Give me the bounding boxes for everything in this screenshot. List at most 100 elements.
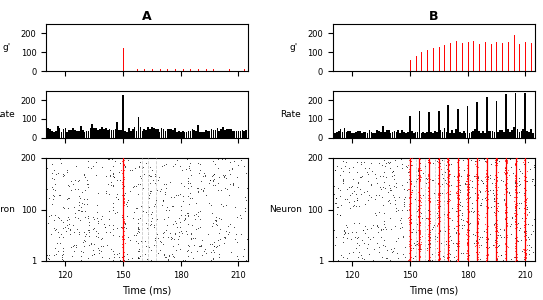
Point xyxy=(434,200,443,205)
Point xyxy=(453,176,462,181)
Point xyxy=(119,196,128,201)
Point xyxy=(520,198,529,203)
Point xyxy=(407,230,416,235)
Point xyxy=(362,226,371,231)
Point xyxy=(341,230,350,235)
Point xyxy=(520,255,529,260)
Point xyxy=(471,159,479,164)
Point xyxy=(405,169,413,173)
Bar xyxy=(401,130,403,138)
Point xyxy=(109,183,118,188)
Point xyxy=(462,181,471,186)
Bar xyxy=(151,127,153,138)
Point xyxy=(212,215,220,220)
Bar xyxy=(172,130,174,138)
Point xyxy=(405,186,414,191)
Point xyxy=(472,182,481,187)
Point xyxy=(424,196,433,200)
Point xyxy=(168,203,176,208)
Point xyxy=(502,198,510,203)
Point xyxy=(482,235,491,239)
Point xyxy=(482,243,491,248)
Point xyxy=(456,208,464,212)
Point xyxy=(119,232,128,237)
Point xyxy=(97,236,105,241)
Point xyxy=(520,217,529,221)
Point xyxy=(414,242,422,247)
Point xyxy=(453,226,462,231)
Point xyxy=(444,183,452,188)
Point xyxy=(349,177,357,182)
Point xyxy=(176,203,185,208)
Point xyxy=(453,162,462,167)
Point xyxy=(514,167,523,171)
Point xyxy=(419,193,428,198)
Point xyxy=(375,161,383,166)
Point xyxy=(462,197,471,202)
Point xyxy=(424,258,432,263)
Point xyxy=(149,225,158,230)
Point xyxy=(500,192,509,197)
Point xyxy=(492,193,501,197)
Point xyxy=(433,246,441,250)
Point xyxy=(483,189,492,194)
Point xyxy=(94,220,103,225)
Point xyxy=(71,178,79,183)
Point xyxy=(190,243,199,248)
Point xyxy=(453,259,462,263)
Point xyxy=(443,215,452,220)
Point xyxy=(529,182,538,187)
Point xyxy=(74,200,83,205)
Point xyxy=(511,178,520,183)
Point xyxy=(57,254,66,259)
Point xyxy=(229,158,238,163)
Bar xyxy=(146,130,147,138)
Point xyxy=(512,256,520,260)
Point xyxy=(132,231,141,236)
Point xyxy=(402,188,411,193)
Point xyxy=(482,176,491,181)
Point xyxy=(405,201,414,206)
Point xyxy=(435,158,444,163)
Point xyxy=(501,210,510,214)
Point xyxy=(49,168,58,172)
Point xyxy=(521,231,530,236)
Point xyxy=(241,208,250,213)
Point xyxy=(443,156,451,161)
Point xyxy=(528,177,536,182)
Point xyxy=(164,258,173,262)
Point xyxy=(453,193,462,197)
Point xyxy=(219,173,228,178)
Point xyxy=(412,239,421,244)
Point xyxy=(331,201,340,206)
Point xyxy=(405,177,413,182)
Point xyxy=(502,162,510,167)
Point xyxy=(482,173,491,178)
Point xyxy=(426,208,434,213)
Point xyxy=(425,227,434,232)
Point xyxy=(392,206,401,211)
Point xyxy=(483,237,492,242)
Point xyxy=(137,176,146,181)
Bar xyxy=(478,131,480,138)
Point xyxy=(463,161,472,166)
Point xyxy=(435,166,444,170)
Point xyxy=(472,164,481,168)
Point xyxy=(477,202,485,207)
Point xyxy=(432,210,441,215)
Bar xyxy=(497,132,499,138)
Point xyxy=(425,214,433,219)
Point xyxy=(67,244,75,249)
Point xyxy=(118,255,127,260)
Point xyxy=(473,215,482,220)
Point xyxy=(178,199,187,204)
Point xyxy=(157,164,166,168)
Point xyxy=(386,188,395,192)
Point xyxy=(473,212,482,217)
Point xyxy=(352,192,361,197)
Point xyxy=(521,252,529,256)
Point xyxy=(483,180,491,185)
Point xyxy=(457,174,465,179)
Point xyxy=(146,181,154,185)
Point xyxy=(47,232,55,236)
